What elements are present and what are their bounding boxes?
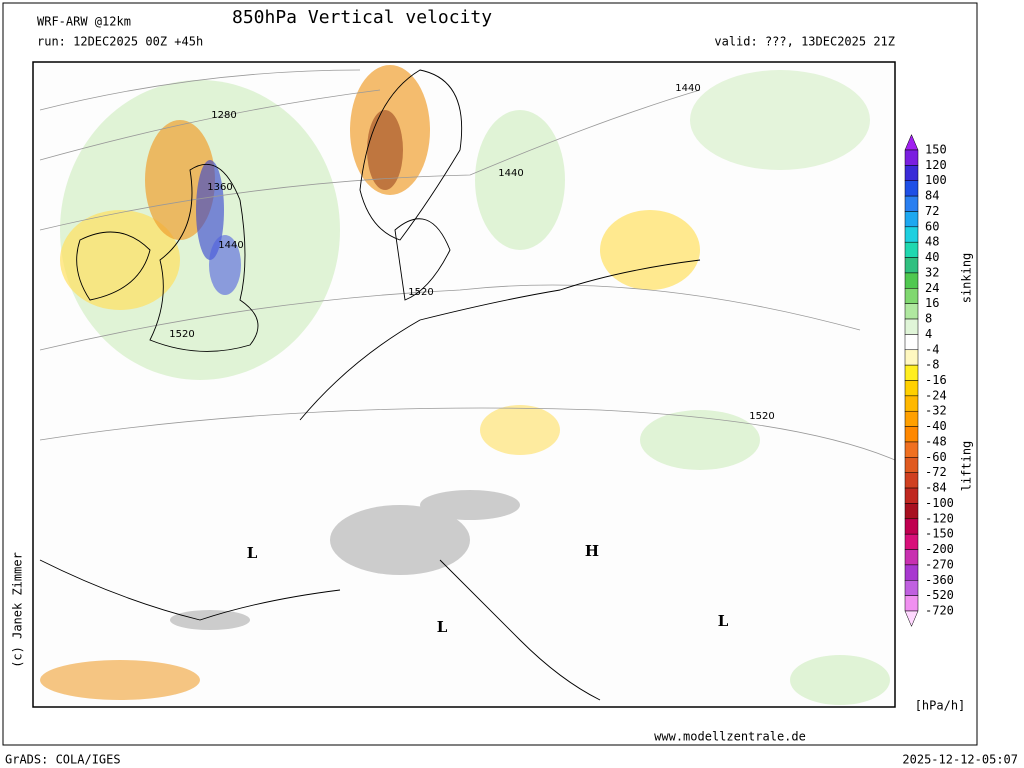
colorbar-swatch [904,580,919,596]
colorbar-label: -32 [925,404,947,418]
contour-label: 1360 [207,182,232,193]
colorbar-swatch [904,241,919,258]
colorbar-label: -360 [925,573,954,587]
colorbar-swatch [904,334,919,351]
colorbar-swatch [904,487,919,504]
colorbar-label: -270 [925,557,954,571]
colorbar-label: -720 [925,604,954,618]
colorbar-swatch [904,364,919,381]
colorbar-label: -84 [925,481,947,495]
colorbar-swatch [904,518,919,535]
field [39,65,895,705]
contour-label: 1440 [675,83,700,94]
colorbar-swatch [904,549,919,566]
valid-label: valid: ???, 13DEC2025 21Z [714,35,895,49]
colorbar-swatch [904,395,919,412]
colorbar-label: -4 [925,342,939,356]
pressure-center: L [718,612,729,630]
sinking-label: sinking [960,253,974,304]
colorbar-label: -150 [925,527,954,541]
colorbar-swatch [904,441,919,458]
unit-label: [hPa/h] [915,699,966,713]
colorbar-label: -100 [925,496,954,510]
colorbar-cap [904,610,919,628]
colorbar-label: -200 [925,542,954,556]
colorbar-swatch [904,303,919,320]
colorbar-swatch [904,533,919,550]
colorbar-label: 8 [925,312,932,326]
colorbar-label: -40 [925,419,947,433]
colorbar-label: -60 [925,450,947,464]
colorbar-label: -120 [925,511,954,525]
colorbar-label: 100 [925,173,947,187]
colorbar-label: 120 [925,158,947,172]
colorbar-label: 40 [925,250,939,264]
contour-label: 1520 [749,411,774,422]
colorbar-label: 16 [925,296,939,310]
colorbar-swatch [904,211,919,228]
colorbar-label: 60 [925,219,939,233]
colorbar-label: -520 [925,588,954,602]
contour-label: 1520 [408,287,433,298]
colorbar-label: -24 [925,388,947,402]
colorbar-label: 24 [925,281,939,295]
pressure-center: H [585,542,599,560]
map: 1280 1360 1440 1520 1440 1520 1440 1520 … [32,61,896,708]
colorbar-swatch [904,272,919,289]
colorbar-label: -72 [925,465,947,479]
colorbar-label: 84 [925,189,939,203]
colorbar-swatch [904,349,919,366]
colorbar-swatch [904,288,919,304]
title: 850hPa Vertical velocity [232,7,492,28]
colorbar-label: 72 [925,204,939,218]
colorbar-swatch [904,165,919,181]
colorbar-swatch [904,503,919,520]
lifting-label: lifting [960,441,974,492]
timestamp: 2025-12-12-05:07 [902,753,1018,767]
contour-label: 1280 [211,110,236,121]
software-label: GrADS: COLA/IGES [5,753,121,767]
contour-label: 1440 [498,168,523,179]
colorbar-swatch [904,595,919,612]
colorbar-swatch [904,457,919,473]
colorbar-swatch [904,257,919,274]
colorbar-label: -48 [925,434,947,448]
colorbar-label: 150 [925,143,947,157]
colorbar-swatch [904,226,919,243]
contour-label: 1520 [169,329,194,340]
colorbar-swatch [904,410,919,427]
colorbar-swatch [904,318,919,335]
contour-label: 1440 [218,240,243,251]
colorbar-label: -16 [925,373,947,387]
colorbar-swatch [904,472,919,489]
colorbar: 150120100847260484032241684-4-8-16-24-32… [904,133,954,628]
colorbar-label: -8 [925,358,939,372]
colorbar-swatch [904,426,919,443]
copyright: (c) Janek Zimmer [11,552,25,668]
colorbar-swatch [904,180,919,197]
map-frame [32,61,896,708]
colorbar-label: 48 [925,235,939,249]
contour-labels: 1280 1360 1440 1520 1440 1520 1440 1520 [169,83,774,422]
colorbar-label: 32 [925,265,939,279]
colorbar-label: 4 [925,327,932,341]
model-label: WRF-ARW @12km [37,15,131,29]
colorbar-swatch [904,195,919,212]
website: www.modellzentrale.de [654,730,806,744]
pressure-center: L [247,544,258,562]
pressure-center: L [437,618,448,636]
colorbar-swatch [904,564,919,581]
colorbar-swatch [904,380,919,397]
colorbar-swatch [904,149,919,166]
run-label: run: 12DEC2025 00Z +45h [37,35,203,49]
